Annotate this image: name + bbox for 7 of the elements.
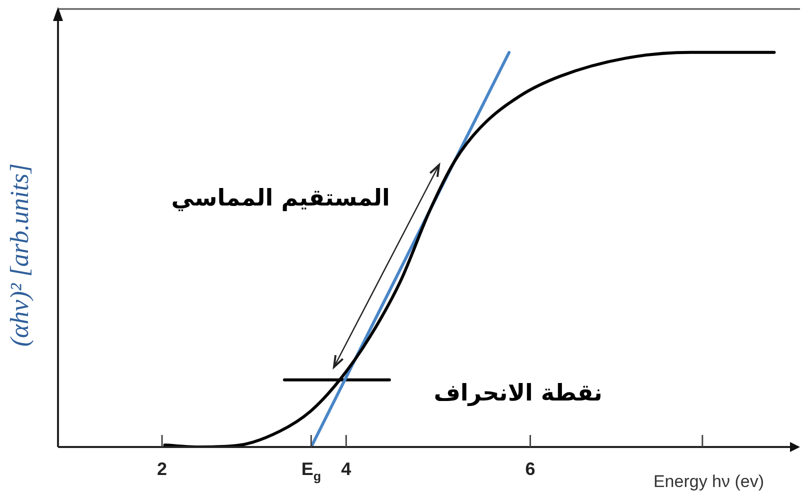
- x-tick-label: 2: [157, 459, 168, 479]
- x-tick-label: 4: [341, 459, 352, 479]
- x-tick-label: 6: [525, 459, 536, 479]
- y-axis-title: (αhν)² [arb.units]: [5, 162, 35, 349]
- annotation: نقطة الانحراف: [434, 380, 602, 406]
- x-axis-title: Energy hν (ev): [653, 472, 764, 491]
- annotation: المستقيم المماسي: [171, 186, 390, 212]
